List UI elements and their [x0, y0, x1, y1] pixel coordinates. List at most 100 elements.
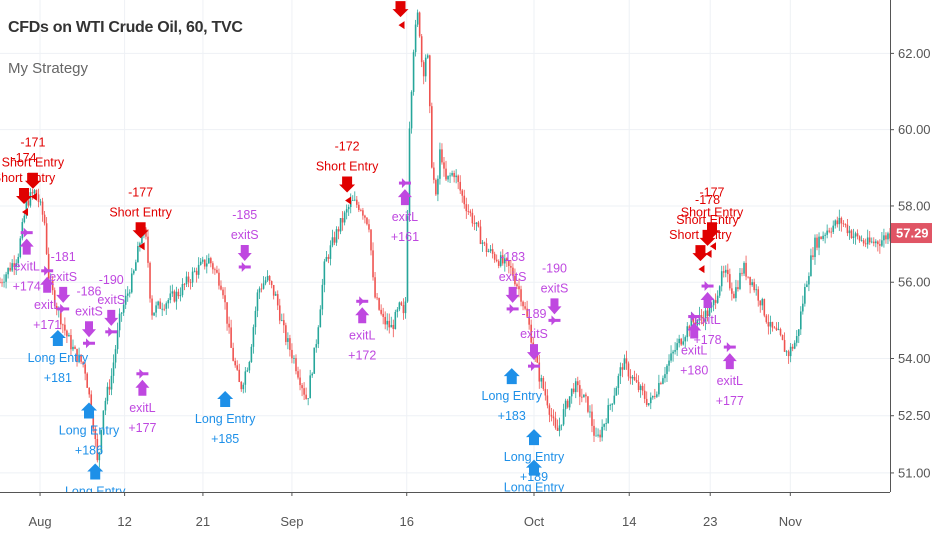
- short-arrow-mark: [704, 222, 720, 239]
- time-axis[interactable]: Aug 12 21 Sep 16 Oct 14 23 Nov: [0, 492, 890, 550]
- short-signal: Short Entry -171: [2, 136, 65, 201]
- candle-body: [218, 272, 220, 286]
- short-marker: [138, 242, 145, 251]
- candle-body: [731, 288, 733, 294]
- signal-label: Short Entry: [109, 205, 172, 219]
- long-arrow-mark: [526, 429, 542, 446]
- short-marker: [710, 242, 716, 251]
- candle-body: [524, 306, 526, 309]
- candle-body: [362, 210, 364, 216]
- candle-body: [72, 346, 74, 350]
- candle-body: [864, 243, 867, 245]
- price-axis[interactable]: 51.00 52.50 54.00 56.00 58.00 60.00 62.00 57.29: [890, 0, 932, 550]
- candle-body: [647, 403, 650, 405]
- candle-body: [374, 277, 376, 298]
- candle-body: [238, 369, 241, 382]
- signal-label: Long Entry: [59, 423, 120, 437]
- candle-body: [33, 190, 36, 194]
- candle-body: [189, 282, 192, 284]
- candle-body: [842, 223, 845, 225]
- candle-body: [236, 365, 238, 370]
- candle-body: [351, 200, 354, 201]
- candle-body: [208, 258, 210, 264]
- exit-arrow-mark: [237, 244, 252, 261]
- candle-body: [285, 325, 287, 342]
- candle-body: [19, 238, 22, 258]
- exit-arrow-mark: [135, 379, 150, 396]
- candle-body: [508, 261, 510, 266]
- candle-body: [808, 276, 810, 285]
- candle-body: [112, 362, 115, 376]
- exit-signal: exitS -190: [541, 261, 568, 326]
- candle-body: [633, 376, 636, 380]
- candle-body: [526, 308, 528, 317]
- candle-body: [552, 416, 555, 419]
- candle-body: [599, 434, 601, 438]
- candle-body: [477, 222, 480, 227]
- candle-body: [317, 327, 320, 345]
- signal-label: -189: [521, 307, 546, 321]
- last-price-label: 57.29: [896, 226, 929, 241]
- candle-body: [128, 292, 131, 294]
- candle-body: [862, 240, 865, 244]
- candle-body: [315, 344, 318, 348]
- candle-body: [78, 354, 80, 363]
- signal-label: -190: [542, 261, 567, 275]
- signal-label: exitL: [13, 260, 39, 274]
- candle-body: [408, 128, 411, 217]
- candle-body: [720, 271, 723, 287]
- signal-label: Long Entry: [482, 389, 543, 403]
- candle-body: [629, 376, 632, 379]
- candle-body: [852, 236, 855, 238]
- candle-body: [7, 267, 9, 275]
- exit-marker: [359, 296, 365, 307]
- candle-body: [848, 230, 851, 234]
- candle-body: [795, 336, 798, 343]
- candle-body: [27, 200, 30, 206]
- candle-body: [656, 394, 658, 397]
- exit-signal: exitL +178: [693, 281, 722, 347]
- signal-label: +161: [391, 230, 419, 244]
- candle-body: [495, 259, 498, 262]
- candle-body: [98, 452, 101, 461]
- candle-body: [759, 300, 762, 306]
- candle-body: [704, 310, 707, 323]
- candle-body: [771, 321, 774, 328]
- candle-body: [471, 212, 474, 224]
- candle-body: [307, 398, 309, 400]
- candle-body: [718, 286, 721, 296]
- signal-label: -186: [76, 284, 101, 298]
- candle-body: [858, 236, 861, 241]
- candle-body: [544, 388, 547, 396]
- exit-arrow-mark: [547, 298, 562, 315]
- candle-body: [554, 418, 557, 428]
- time-tick-label: 14: [622, 514, 636, 529]
- candle-body: [870, 241, 873, 243]
- candle-body: [779, 329, 782, 335]
- signal-label: exitL: [392, 210, 418, 224]
- candle-body: [205, 263, 208, 267]
- signal-label: +177: [128, 421, 156, 435]
- candle-body: [834, 220, 837, 226]
- candle-body: [102, 410, 105, 431]
- candle-body: [197, 264, 200, 275]
- candle-body: [248, 362, 251, 371]
- candle-body: [124, 295, 127, 305]
- signal-label: exitL: [694, 313, 720, 327]
- candle-body: [327, 256, 330, 259]
- candle-body: [305, 394, 307, 399]
- candle-body: [151, 298, 153, 316]
- candle-body: [31, 192, 34, 194]
- candle-body: [617, 375, 620, 388]
- candle-body: [607, 405, 610, 424]
- candle-body: [593, 425, 595, 436]
- candle-body: [789, 346, 792, 357]
- signal-label: +185: [211, 432, 239, 446]
- signal-label: Long Entry: [195, 412, 256, 426]
- candle-body: [528, 316, 530, 325]
- candle-body: [289, 338, 291, 350]
- candle-body: [21, 222, 24, 239]
- candle-body: [875, 241, 877, 244]
- candle-body: [483, 242, 486, 244]
